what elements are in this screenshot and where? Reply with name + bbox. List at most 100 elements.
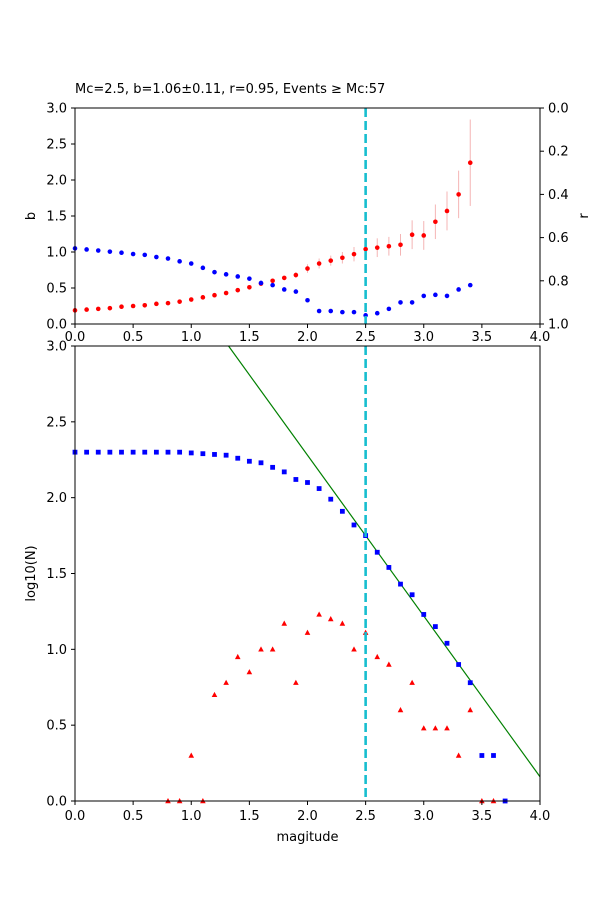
b-point	[340, 255, 345, 261]
r-point	[247, 276, 252, 281]
r-point	[281, 287, 287, 292]
top-y-tick-label: 0.0	[46, 318, 67, 333]
bottom-x-tick-label: 0.0	[65, 809, 86, 824]
r-point	[223, 272, 229, 277]
b-point	[142, 302, 148, 308]
cumulative-point	[212, 452, 217, 457]
cumulative-point	[386, 565, 392, 570]
non-cumulative-point	[444, 725, 450, 731]
non-cumulative-point	[293, 679, 299, 685]
frequency-magnitude-chart: 0.0 0.5 1.0 1.5 2.0 2.5 3.0 3.5 4.0 0.0 0.5 1.0 1.5 2…	[24, 340, 550, 846]
b-point	[409, 232, 415, 238]
cumulative-point	[130, 449, 136, 455]
non-cumulative-point	[409, 679, 415, 685]
bottom-x-tick-label: 2.5	[355, 809, 376, 824]
cumulative-point	[432, 624, 438, 629]
bottom-y-tick-label: 1.0	[46, 643, 67, 658]
b-point	[316, 261, 322, 266]
r-point	[433, 292, 438, 298]
cumulative-point	[467, 680, 473, 686]
b-r-chart: Mc=2.5, b=1.06±0.11, r=0.95, Events ≥ Mc…	[24, 82, 592, 345]
bottom-x-tick-label: 3.5	[472, 809, 493, 824]
b-point	[247, 284, 252, 290]
r-point	[84, 247, 89, 252]
gr-fit-line	[228, 345, 541, 778]
top-x-tick-label: 2.5	[355, 330, 376, 345]
b-point	[165, 300, 171, 306]
non-cumulative-point	[327, 616, 334, 622]
r-point	[340, 309, 345, 315]
b-point	[305, 266, 310, 271]
cumulative-point	[281, 469, 287, 475]
cumulative-point	[456, 662, 462, 667]
cumulative-point	[200, 451, 206, 457]
top-axes-frame	[74, 107, 541, 325]
r-point	[270, 282, 275, 288]
cumulative-point	[444, 640, 450, 646]
r-point	[119, 250, 124, 256]
r-point	[142, 252, 148, 258]
bottom-y-tick-label: 3.0	[46, 340, 67, 355]
non-cumulative-point	[234, 653, 241, 660]
r-point	[107, 249, 113, 254]
bottom-axes-frame	[74, 345, 541, 802]
bottom-x-tick-label: 0.5	[123, 809, 144, 824]
b-point	[363, 246, 368, 252]
b-point	[95, 306, 101, 312]
non-cumulative-point	[258, 646, 264, 652]
top-x-tick-label: 4.0	[530, 330, 551, 345]
b-point	[119, 304, 124, 310]
b-point	[351, 251, 357, 257]
top-y-axis-title: b	[24, 212, 39, 220]
non-cumulative-point	[223, 679, 229, 685]
b-point	[433, 219, 438, 225]
bottom-x-tick-label: 1.0	[181, 809, 202, 824]
b-point	[444, 208, 450, 214]
b-point	[84, 307, 89, 312]
cumulative-point	[305, 480, 310, 485]
b-point	[130, 303, 136, 309]
top-right-tick-label: 0.2	[548, 145, 569, 160]
cumulative-point	[409, 592, 415, 598]
cumulative-point	[491, 753, 496, 758]
r-point	[398, 300, 403, 305]
top-right-tick-label: 0.4	[548, 188, 569, 203]
top-y-tick-label: 1.0	[46, 246, 67, 261]
top-chart-title: Mc=2.5, b=1.06±0.11, r=0.95, Events ≥ Mc…	[75, 82, 385, 97]
r-point	[409, 300, 415, 305]
top-right-tick-label: 1.0	[548, 318, 569, 333]
non-cumulative-point	[386, 661, 392, 667]
r-point	[293, 289, 299, 294]
top-right-tick-label: 0.0	[548, 102, 569, 117]
b-point	[235, 287, 241, 293]
b-point	[386, 243, 392, 249]
cumulative-point	[398, 581, 403, 587]
top-right-tick-label: 0.6	[548, 231, 569, 246]
b-point	[293, 272, 299, 278]
b-point	[421, 233, 427, 238]
b-point	[188, 297, 194, 302]
b-point	[328, 258, 334, 263]
b-point	[177, 299, 182, 304]
cumulative-point	[258, 460, 264, 466]
bottom-y-tick-label: 2.0	[46, 491, 67, 506]
non-cumulative-point	[420, 725, 427, 731]
bottom-y-tick-label: 0.0	[46, 795, 67, 810]
r-point	[374, 310, 380, 316]
r-point	[154, 254, 159, 260]
cumulative-point	[119, 449, 124, 455]
cumulative-point	[328, 496, 334, 502]
cumulative-point	[246, 458, 252, 464]
cumulative-point	[165, 449, 171, 455]
r-point	[351, 309, 357, 315]
b-point	[456, 192, 461, 197]
non-cumulative-point	[246, 669, 253, 675]
non-cumulative-point	[351, 646, 357, 652]
r-point	[305, 297, 310, 303]
r-point	[456, 287, 461, 292]
b-point	[467, 160, 473, 166]
r-point	[386, 306, 392, 312]
cumulative-point	[270, 464, 276, 470]
non-cumulative-point	[467, 707, 474, 713]
